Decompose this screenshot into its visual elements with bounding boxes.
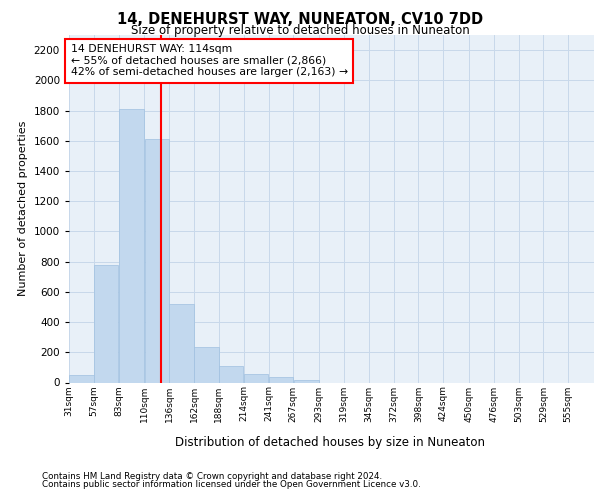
Text: 14 DENEHURST WAY: 114sqm
← 55% of detached houses are smaller (2,866)
42% of sem: 14 DENEHURST WAY: 114sqm ← 55% of detach… — [71, 44, 348, 78]
Bar — [145, 139, 169, 382]
Text: Contains public sector information licensed under the Open Government Licence v3: Contains public sector information licen… — [42, 480, 421, 489]
Bar — [269, 377, 293, 382]
Text: Distribution of detached houses by size in Nuneaton: Distribution of detached houses by size … — [175, 436, 485, 449]
Bar — [169, 304, 194, 382]
Bar — [219, 366, 244, 382]
Y-axis label: Number of detached properties: Number of detached properties — [18, 121, 28, 296]
Bar — [119, 109, 144, 382]
Text: Size of property relative to detached houses in Nuneaton: Size of property relative to detached ho… — [131, 24, 469, 37]
Text: 14, DENEHURST WAY, NUNEATON, CV10 7DD: 14, DENEHURST WAY, NUNEATON, CV10 7DD — [117, 12, 483, 28]
Bar — [94, 264, 118, 382]
Bar — [69, 375, 94, 382]
Text: Contains HM Land Registry data © Crown copyright and database right 2024.: Contains HM Land Registry data © Crown c… — [42, 472, 382, 481]
Bar — [293, 380, 319, 382]
Bar — [244, 374, 268, 382]
Bar — [194, 347, 218, 382]
